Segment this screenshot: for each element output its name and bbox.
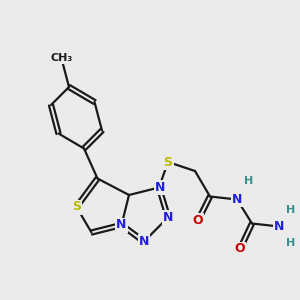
Text: N: N [232,193,242,206]
Text: H: H [286,238,296,248]
Text: O: O [193,214,203,227]
Text: O: O [235,242,245,256]
Text: N: N [155,181,166,194]
Text: H: H [286,205,296,215]
Text: N: N [163,211,173,224]
Text: N: N [116,218,127,232]
Text: N: N [274,220,284,233]
Text: S: S [164,155,172,169]
Text: CH₃: CH₃ [50,53,73,64]
Text: N: N [139,235,149,248]
Text: H: H [244,176,253,187]
Text: S: S [72,200,81,214]
